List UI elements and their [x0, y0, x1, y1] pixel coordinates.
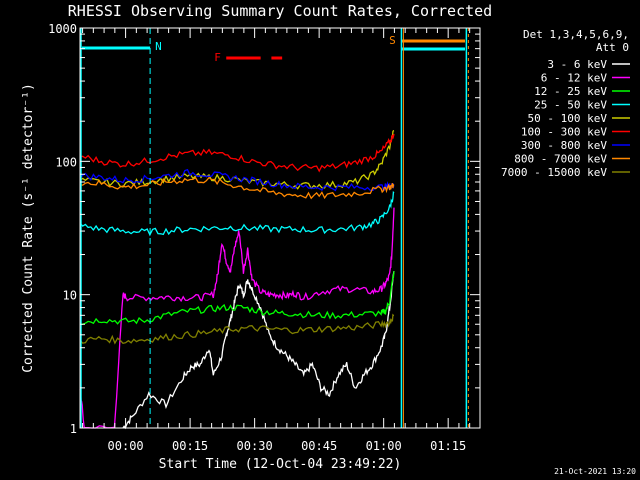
x-tick-label-0: 00:00 — [108, 439, 144, 453]
legend-label-1: 6 - 12 keV — [541, 72, 608, 85]
series-line-1 — [79, 207, 395, 429]
footer-date: 21-Oct-2021 13:20 — [554, 467, 636, 476]
plot-frame — [79, 27, 481, 429]
y-tick-label-3: 1000 — [48, 22, 77, 36]
x-tick-label-5: 01:15 — [430, 439, 466, 453]
plot-area: N S F — [79, 28, 469, 430]
y-tick-label-1: 10 — [63, 289, 77, 303]
axis-ticks: 1 10 100 1000 00:00 00:15 00:30 00:45 01:00 01:15 — [48, 22, 481, 453]
x-tick-label-2: 00:30 — [237, 439, 273, 453]
legend-label-7: 800 - 7000 keV — [514, 153, 607, 166]
series-line-8 — [79, 313, 395, 345]
saa-label: S — [389, 34, 396, 47]
chart-title: RHESSI Observing Summary Count Rates, Co… — [68, 2, 492, 20]
legend-label-2: 12 - 25 keV — [534, 85, 607, 98]
legend-label-5: 100 - 300 keV — [521, 126, 607, 139]
x-tick-label-4: 01:00 — [366, 439, 402, 453]
series-line-6 — [79, 168, 395, 192]
legend-header-line2: Att 0 — [596, 41, 629, 54]
legend-label-4: 50 - 100 keV — [528, 112, 608, 125]
series-line-0 — [122, 271, 395, 430]
series-line-2 — [79, 271, 395, 326]
legend-label-3: 25 - 50 keV — [534, 99, 607, 112]
x-tick-label-1: 00:15 — [172, 439, 208, 453]
y-tick-label-0: 1 — [70, 422, 77, 436]
legend-label-8: 7000 - 15000 keV — [501, 166, 607, 179]
flare-label: F — [214, 51, 221, 64]
series-line-5 — [79, 133, 395, 173]
y-axis-label: Corrected Count Rate (s⁻¹ detector⁻¹) — [21, 83, 36, 373]
legend-header-line1: Det 1,3,4,5,6,9, — [523, 28, 629, 41]
x-tick-label-3: 00:45 — [301, 439, 337, 453]
legend-label-0: 3 - 6 keV — [547, 58, 607, 71]
x-axis-label: Start Time (12-Oct-04 23:49:22) — [159, 457, 402, 472]
series-line-7 — [79, 176, 395, 200]
night-label: N — [155, 40, 162, 53]
legend-label-6: 300 - 800 keV — [521, 139, 607, 152]
y-tick-label-2: 100 — [55, 155, 77, 169]
series-line-4 — [79, 129, 395, 190]
series-line-3 — [79, 190, 395, 237]
